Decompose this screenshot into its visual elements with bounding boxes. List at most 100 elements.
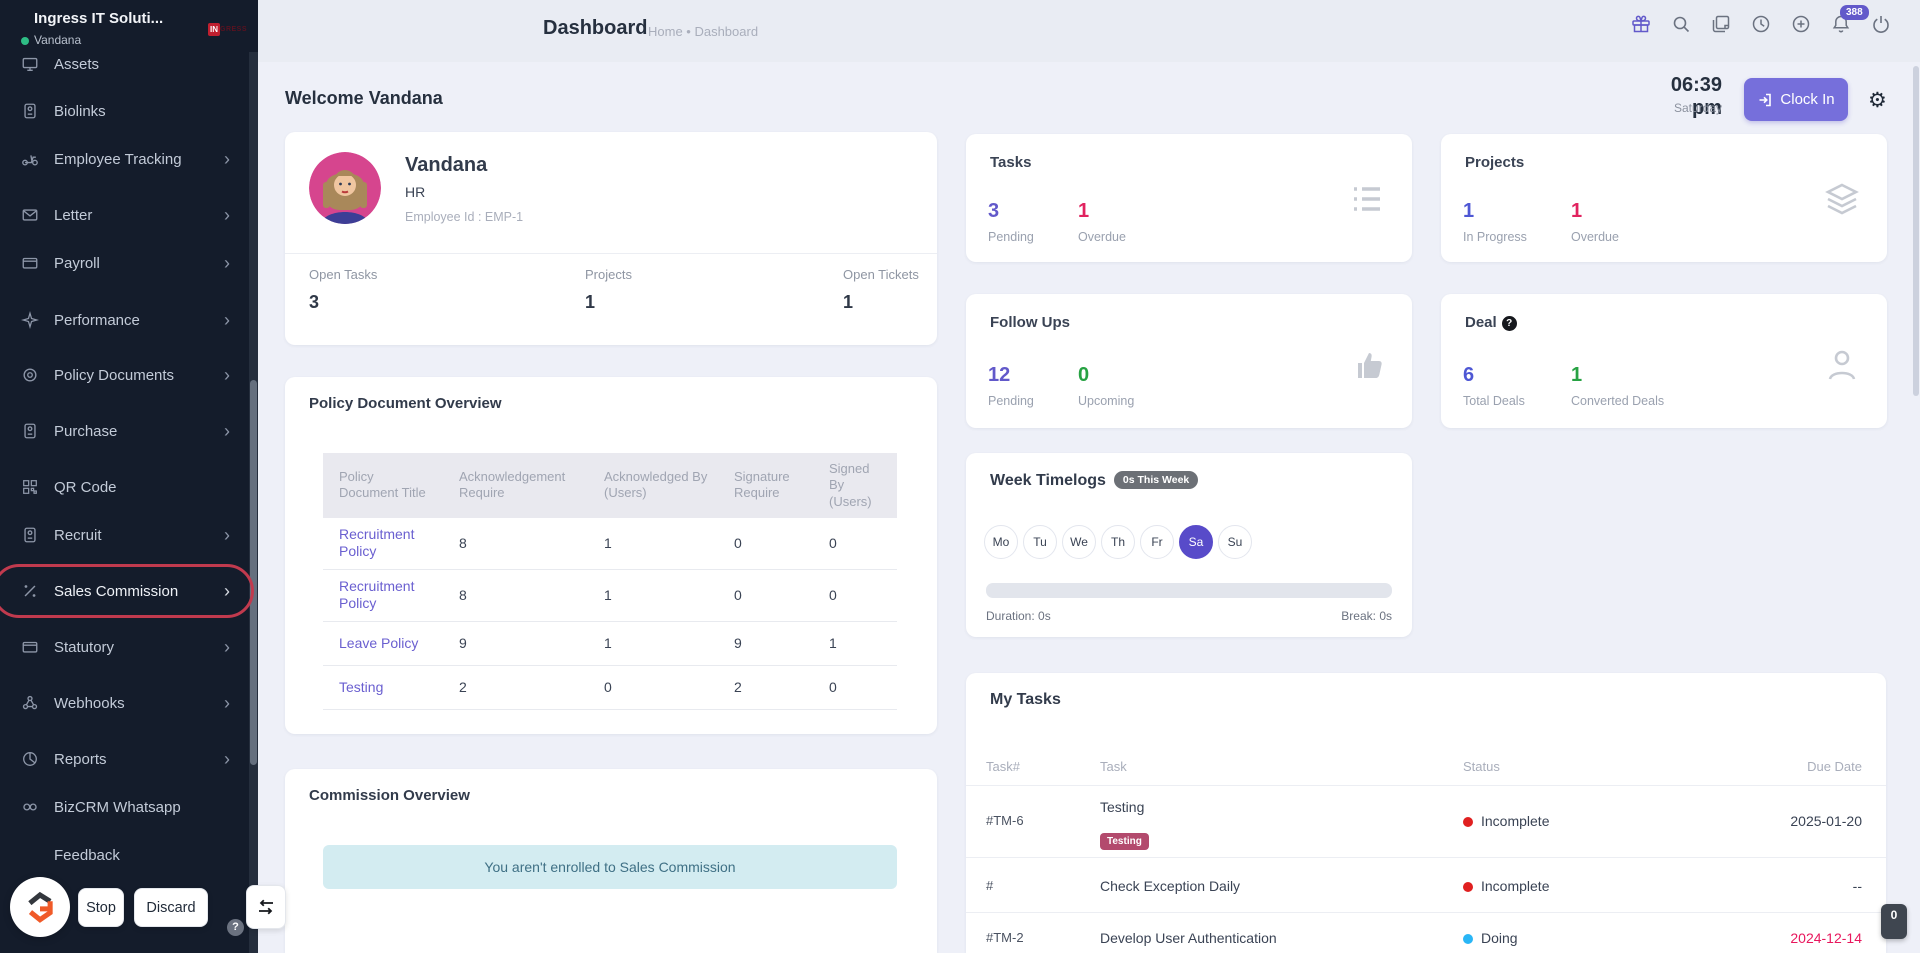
week-timelogs-card: Week Timelogs 0s This Week Mo Tu We Th Fr…	[966, 453, 1412, 637]
id-card-icon	[21, 102, 39, 120]
week-total-badge: 0s This Week	[1113, 471, 1199, 489]
commission-overview-title: Commission Overview	[309, 787, 470, 804]
swap-button[interactable]	[246, 885, 286, 929]
projects-value: 1	[585, 292, 596, 312]
task-list-icon	[1348, 180, 1386, 218]
status-dot-incomplete	[1463, 817, 1473, 827]
day-button-su[interactable]: Su	[1218, 525, 1252, 559]
tasks-pending-value: 3	[988, 200, 1000, 222]
task-due-date: 2025-01-20	[1790, 813, 1862, 829]
sidebar: Assets Biolinks Employee Tracking › Lett…	[0, 0, 258, 953]
sidebar-item-letter[interactable]: Letter ›	[0, 201, 250, 229]
my-tasks-title: My Tasks	[990, 691, 1061, 708]
sidebar-item-bizcrm-whatsapp[interactable]: BizCRM Whatsapp	[0, 793, 250, 821]
chevron-right-icon: ›	[224, 637, 230, 657]
policy-doc-link[interactable]: Testing	[339, 678, 384, 695]
break-label: Break: 0s	[1341, 609, 1392, 623]
power-icon[interactable]	[1870, 13, 1892, 35]
sidebar-item-employee-tracking[interactable]: Employee Tracking ›	[0, 145, 250, 173]
status-dot-doing	[1463, 934, 1473, 944]
breadcrumb: Home • Dashboard	[648, 24, 759, 39]
divider	[285, 253, 937, 254]
sidebar-item-purchase[interactable]: Purchase ›	[0, 417, 250, 445]
avatar	[309, 152, 381, 224]
day-button-mo[interactable]: Mo	[984, 525, 1018, 559]
chevron-right-icon: ›	[224, 749, 230, 769]
envelope-icon	[21, 206, 39, 224]
sidebar-item-label: Statutory	[54, 638, 115, 656]
policy-doc-link[interactable]: Leave Policy	[339, 634, 419, 651]
day-button-th[interactable]: Th	[1101, 525, 1135, 559]
sidebar-item-assets[interactable]: Assets	[0, 50, 250, 78]
sidebar-item-label: Sales Commission	[54, 582, 179, 600]
plus-circle-icon[interactable]	[1790, 13, 1812, 35]
notifications-bell-icon[interactable]: 388	[1830, 5, 1869, 35]
duration-label: Duration: 0s	[986, 609, 1051, 623]
sidebar-item-statutory[interactable]: Statutory ›	[0, 633, 250, 661]
current-day: Saturday	[1673, 101, 1722, 115]
help-button[interactable]: ?	[227, 919, 244, 936]
sidebar-item-payroll[interactable]: Payroll ›	[0, 249, 250, 277]
sidebar-item-label: Employee Tracking	[54, 150, 182, 168]
clock-icon[interactable]	[1750, 13, 1772, 35]
day-button-we[interactable]: We	[1062, 525, 1096, 559]
sidebar-item-recruit[interactable]: Recruit ›	[0, 521, 250, 549]
page-scrollbar-thumb[interactable]	[1913, 66, 1919, 396]
sidebar-item-label: BizCRM Whatsapp	[54, 798, 181, 816]
sidebar-item-label: Recruit	[54, 526, 102, 544]
sidebar-item-label: Feedback	[54, 846, 120, 864]
task-status: Doing	[1463, 930, 1518, 946]
chevron-right-icon: ›	[224, 310, 230, 330]
sidebar-scrollbar-thumb[interactable]	[250, 380, 257, 765]
sidebar-item-reports[interactable]: Reports ›	[0, 745, 250, 773]
policy-doc-link[interactable]: Recruitment Policy	[339, 525, 415, 560]
online-status-dot	[21, 37, 29, 45]
sidebar-item-feedback[interactable]: Feedback	[0, 841, 250, 869]
sidebar-item-performance[interactable]: Performance ›	[0, 306, 250, 334]
brand-logo: IN GRESS	[208, 22, 248, 36]
projects-overdue-label: Overdue	[1571, 230, 1619, 244]
chevron-right-icon: ›	[224, 253, 230, 273]
projects-card: Projects 1 In Progress 1 Overdue	[1441, 134, 1887, 262]
profile-role: HR	[405, 184, 426, 200]
open-tickets-label: Open Tickets	[843, 267, 919, 282]
followups-upcoming-value: 0	[1078, 364, 1090, 386]
open-tasks-value: 3	[309, 292, 320, 312]
sidebar-header: Ingress IT Soluti... Vandana IN GRESS	[0, 0, 258, 52]
login-icon	[1759, 93, 1772, 106]
policy-table-header: Policy Document Title Acknowledgement Re…	[323, 453, 897, 518]
projects-card-title: Projects	[1465, 154, 1525, 171]
sidebar-scrollbar[interactable]	[249, 0, 258, 953]
day-button-sa-selected[interactable]: Sa	[1179, 525, 1213, 559]
policy-doc-link[interactable]: Recruitment Policy	[339, 577, 415, 612]
col-due-date: Due Date	[1807, 759, 1862, 774]
notes-icon[interactable]	[1710, 13, 1732, 35]
webhook-icon	[21, 694, 39, 712]
divider	[966, 857, 1886, 858]
pie-chart-icon	[21, 750, 39, 768]
day-button-fr[interactable]: Fr	[1140, 525, 1174, 559]
sidebar-item-policy-documents[interactable]: Policy Documents ›	[0, 361, 250, 389]
day-button-tu[interactable]: Tu	[1023, 525, 1057, 559]
app-logo-icon	[28, 891, 53, 923]
projects-label: Projects	[585, 267, 632, 282]
stop-button[interactable]: Stop	[78, 888, 124, 927]
help-icon[interactable]: ?	[1501, 316, 1517, 331]
task-id: #TM-6	[986, 813, 1024, 828]
gift-icon[interactable]	[1630, 13, 1652, 35]
sidebar-item-label: Purchase	[54, 422, 118, 440]
sidebar-item-biolinks[interactable]: Biolinks	[0, 97, 250, 125]
gear-icon[interactable]: ⚙	[1868, 89, 1887, 112]
chevron-right-icon: ›	[224, 421, 230, 441]
sidebar-item-webhooks[interactable]: Webhooks ›	[0, 689, 250, 717]
notification-count-badge: 388	[1840, 5, 1869, 20]
clock-in-button[interactable]: Clock In	[1744, 78, 1848, 121]
search-icon[interactable]	[1670, 13, 1692, 35]
corner-count-badge[interactable]: 0	[1881, 904, 1907, 939]
sidebar-item-sales-commission[interactable]: Sales Commission ›	[0, 577, 250, 605]
sidebar-item-qr-code[interactable]: QR Code	[0, 473, 250, 501]
followups-pending-label: Pending	[988, 394, 1034, 408]
task-due-date: --	[1852, 878, 1862, 894]
app-logo-button[interactable]	[10, 877, 70, 937]
discard-button[interactable]: Discard	[134, 888, 208, 927]
